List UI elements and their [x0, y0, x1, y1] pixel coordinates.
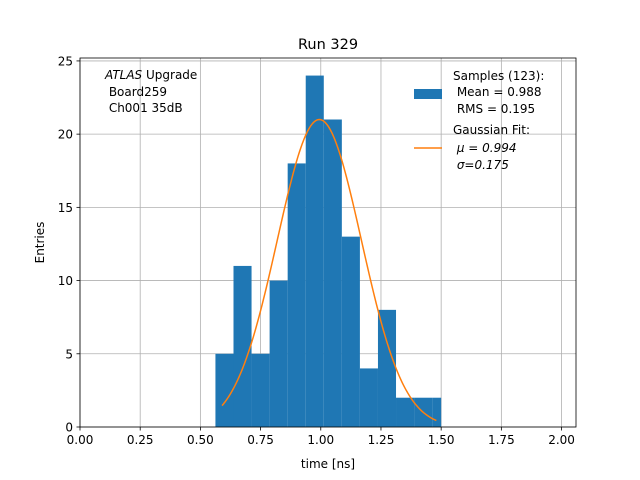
x-tick-label-6: 1.50: [428, 433, 455, 447]
annotation-line-2: Board259: [105, 85, 167, 99]
legend: Samples (123): Mean = 0.988 RMS = 0.195 …: [414, 69, 544, 172]
y-tick-label-0: 0: [65, 421, 73, 435]
y-axis-ticks: 0 5 10 15 20 25: [58, 54, 80, 435]
x-tick-label-2: 0.50: [187, 433, 214, 447]
legend-samples-title: Samples (123):: [453, 69, 544, 83]
legend-samples-rms: RMS = 0.195: [453, 102, 535, 116]
legend-fit-sigma: σ=0.175: [453, 158, 509, 172]
x-tick-label-0: 0.00: [67, 433, 94, 447]
annotation-line-1: ATLAS Upgrade: [104, 68, 197, 82]
x-tick-label-8: 2.00: [548, 433, 575, 447]
annotation-upgrade: Upgrade: [142, 68, 197, 82]
histogram-bar-3: [269, 280, 288, 427]
plot-frame: [79, 57, 577, 428]
chart-title: Run 329: [298, 37, 358, 53]
legend-fit-title: Gaussian Fit:: [453, 123, 530, 137]
x-tick-label-5: 1.25: [368, 433, 395, 447]
histogram-bar-6: [323, 119, 342, 427]
x-tick-label-3: 0.75: [247, 433, 274, 447]
histogram-bar-9: [377, 309, 397, 427]
histogram-bar-2: [251, 353, 270, 427]
atlas-annotation: ATLAS Upgrade Board259 Ch001 35dB: [104, 68, 197, 115]
gaussian-fit-curve: [221, 118, 437, 422]
histogram-bar-10: [396, 397, 415, 427]
histogram-bars: [215, 75, 442, 428]
x-axis-label: time [ns]: [301, 457, 355, 471]
legend-samples-mean: Mean = 0.988: [453, 85, 542, 99]
histogram-bar-1: [233, 265, 252, 427]
annotation-atlas: ATLAS: [104, 68, 143, 82]
legend-samples-swatch: [414, 89, 442, 99]
histogram-bar-0: [215, 353, 234, 427]
y-tick-label-1: 5: [65, 347, 73, 361]
histogram-bar-4: [287, 163, 306, 427]
gaussian-fit-line: [221, 118, 437, 422]
histogram-bar-5: [305, 75, 324, 428]
histogram-bar-8: [359, 368, 378, 427]
y-tick-label-3: 15: [58, 201, 73, 215]
y-tick-label-2: 10: [58, 274, 73, 288]
x-axis-ticks: 0.00 0.25 0.50 0.75 1.00 1.25 1.50 1.75 2.00: [67, 427, 575, 447]
y-tick-label-5: 25: [58, 54, 73, 68]
histogram-bar-12: [432, 397, 442, 427]
histogram-bar-7: [341, 236, 360, 427]
legend-fit-mu: μ = 0.994: [453, 141, 517, 155]
annotation-line-3: Ch001 35dB: [105, 101, 183, 115]
y-axis-label: Entries: [33, 222, 47, 264]
y-tick-label-4: 20: [58, 128, 73, 142]
x-tick-label-4: 1.00: [307, 433, 334, 447]
x-tick-label-7: 1.75: [488, 433, 515, 447]
x-tick-label-1: 0.25: [127, 433, 154, 447]
